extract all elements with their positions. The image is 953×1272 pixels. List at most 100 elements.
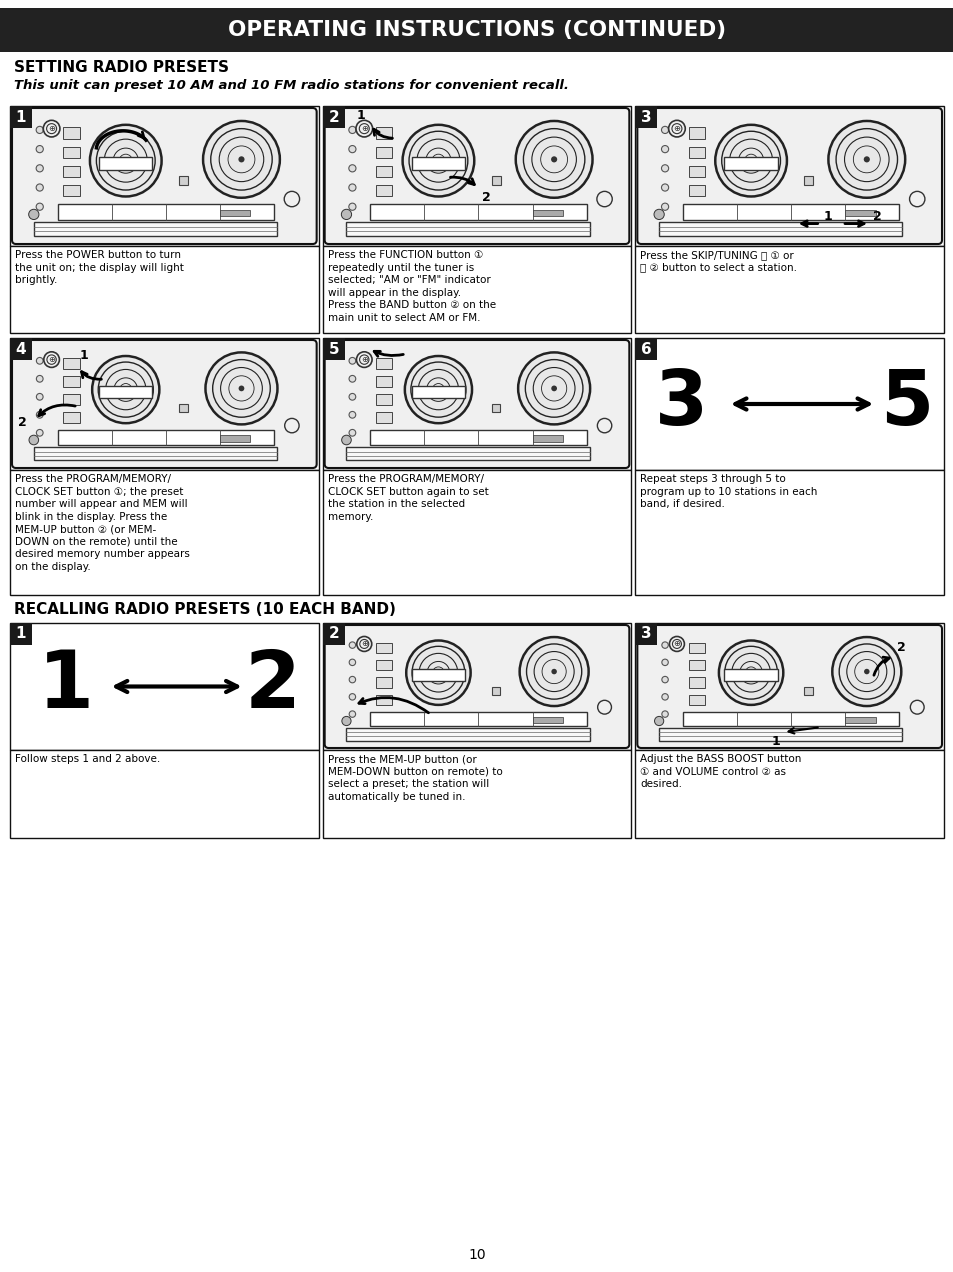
Bar xyxy=(10,245,318,333)
Bar xyxy=(322,106,631,245)
Bar xyxy=(375,377,392,387)
Circle shape xyxy=(349,357,355,364)
Bar xyxy=(370,430,586,445)
Bar xyxy=(0,8,953,52)
Bar xyxy=(635,106,657,128)
Text: 3: 3 xyxy=(640,627,651,641)
Circle shape xyxy=(551,156,557,163)
Bar xyxy=(532,210,562,216)
Bar xyxy=(99,156,152,169)
Bar xyxy=(64,127,80,139)
Bar xyxy=(375,127,392,139)
Bar xyxy=(370,712,586,725)
Text: ⊕: ⊕ xyxy=(48,355,55,364)
Bar xyxy=(492,404,499,412)
Bar xyxy=(64,165,80,177)
Bar xyxy=(220,435,250,441)
Bar xyxy=(64,394,80,406)
Bar xyxy=(723,156,777,169)
Bar xyxy=(10,338,318,469)
Circle shape xyxy=(404,356,472,424)
Circle shape xyxy=(660,145,668,153)
Text: SETTING RADIO PRESETS: SETTING RADIO PRESETS xyxy=(14,60,229,75)
Bar xyxy=(10,106,32,128)
Bar xyxy=(322,338,631,469)
Bar xyxy=(64,377,80,387)
Circle shape xyxy=(36,145,43,153)
Text: OPERATING INSTRUCTIONS (CONTINUED): OPERATING INSTRUCTIONS (CONTINUED) xyxy=(228,20,725,39)
Bar xyxy=(375,394,392,406)
Circle shape xyxy=(349,711,355,717)
Text: Repeat steps 3 through 5 to
program up to 10 stations in each
band, if desired.: Repeat steps 3 through 5 to program up t… xyxy=(639,474,817,509)
Bar xyxy=(375,642,392,653)
Circle shape xyxy=(660,165,668,172)
Circle shape xyxy=(349,430,355,436)
Circle shape xyxy=(36,165,43,172)
Circle shape xyxy=(205,352,277,425)
Bar xyxy=(220,210,250,216)
Bar xyxy=(492,176,500,184)
FancyBboxPatch shape xyxy=(324,108,629,244)
Circle shape xyxy=(349,411,355,418)
Circle shape xyxy=(349,642,355,649)
Text: 3: 3 xyxy=(655,368,707,441)
Bar xyxy=(375,146,392,158)
Circle shape xyxy=(661,642,668,649)
Bar xyxy=(346,728,589,740)
Bar xyxy=(375,184,392,196)
Text: 10: 10 xyxy=(468,1248,485,1262)
Bar xyxy=(346,448,589,460)
Text: ⊕: ⊕ xyxy=(673,640,679,649)
Circle shape xyxy=(551,669,557,674)
Text: 1: 1 xyxy=(80,349,89,363)
Bar xyxy=(688,642,704,653)
Circle shape xyxy=(349,184,355,191)
Bar xyxy=(10,338,32,360)
Text: Press the SKIP/TUNING ⏮ ① or
⏭ ② button to select a station.: Press the SKIP/TUNING ⏮ ① or ⏭ ② button … xyxy=(639,251,797,272)
Circle shape xyxy=(516,121,592,197)
Circle shape xyxy=(661,677,668,683)
Circle shape xyxy=(92,356,159,424)
Circle shape xyxy=(349,393,355,401)
Circle shape xyxy=(654,210,663,220)
Text: 2: 2 xyxy=(481,191,490,204)
Bar xyxy=(844,210,875,216)
Bar xyxy=(688,677,704,688)
Circle shape xyxy=(862,156,869,163)
Circle shape xyxy=(715,125,786,196)
Bar xyxy=(688,184,704,196)
FancyBboxPatch shape xyxy=(637,108,941,244)
Bar xyxy=(688,660,704,670)
FancyBboxPatch shape xyxy=(637,625,941,748)
Bar xyxy=(346,223,589,237)
Circle shape xyxy=(36,393,43,401)
Bar xyxy=(412,669,465,681)
Bar xyxy=(682,205,899,220)
Bar xyxy=(322,750,631,838)
Bar xyxy=(64,412,80,424)
Text: 1: 1 xyxy=(16,109,27,125)
Circle shape xyxy=(660,204,668,210)
Text: Press the FUNCTION button ①
repeatedly until the tuner is
selected; "AM or "FM" : Press the FUNCTION button ① repeatedly u… xyxy=(327,251,496,323)
Bar xyxy=(635,469,943,595)
Circle shape xyxy=(349,375,355,382)
Bar xyxy=(723,669,777,681)
Text: ⊕: ⊕ xyxy=(360,355,367,364)
FancyBboxPatch shape xyxy=(12,340,316,468)
Bar xyxy=(322,623,631,750)
FancyBboxPatch shape xyxy=(324,340,629,468)
Text: Press the PROGRAM/MEMORY/
CLOCK SET button ①; the preset
number will appear and : Press the PROGRAM/MEMORY/ CLOCK SET butt… xyxy=(15,474,190,572)
Circle shape xyxy=(36,375,43,382)
Bar xyxy=(322,623,344,645)
Circle shape xyxy=(36,184,43,191)
Circle shape xyxy=(402,125,474,196)
Bar xyxy=(844,716,875,722)
Circle shape xyxy=(349,677,355,683)
Bar xyxy=(635,750,943,838)
Circle shape xyxy=(349,165,355,172)
Circle shape xyxy=(827,121,904,197)
Circle shape xyxy=(36,430,43,436)
Circle shape xyxy=(661,693,668,700)
Bar xyxy=(375,165,392,177)
Circle shape xyxy=(551,385,557,392)
